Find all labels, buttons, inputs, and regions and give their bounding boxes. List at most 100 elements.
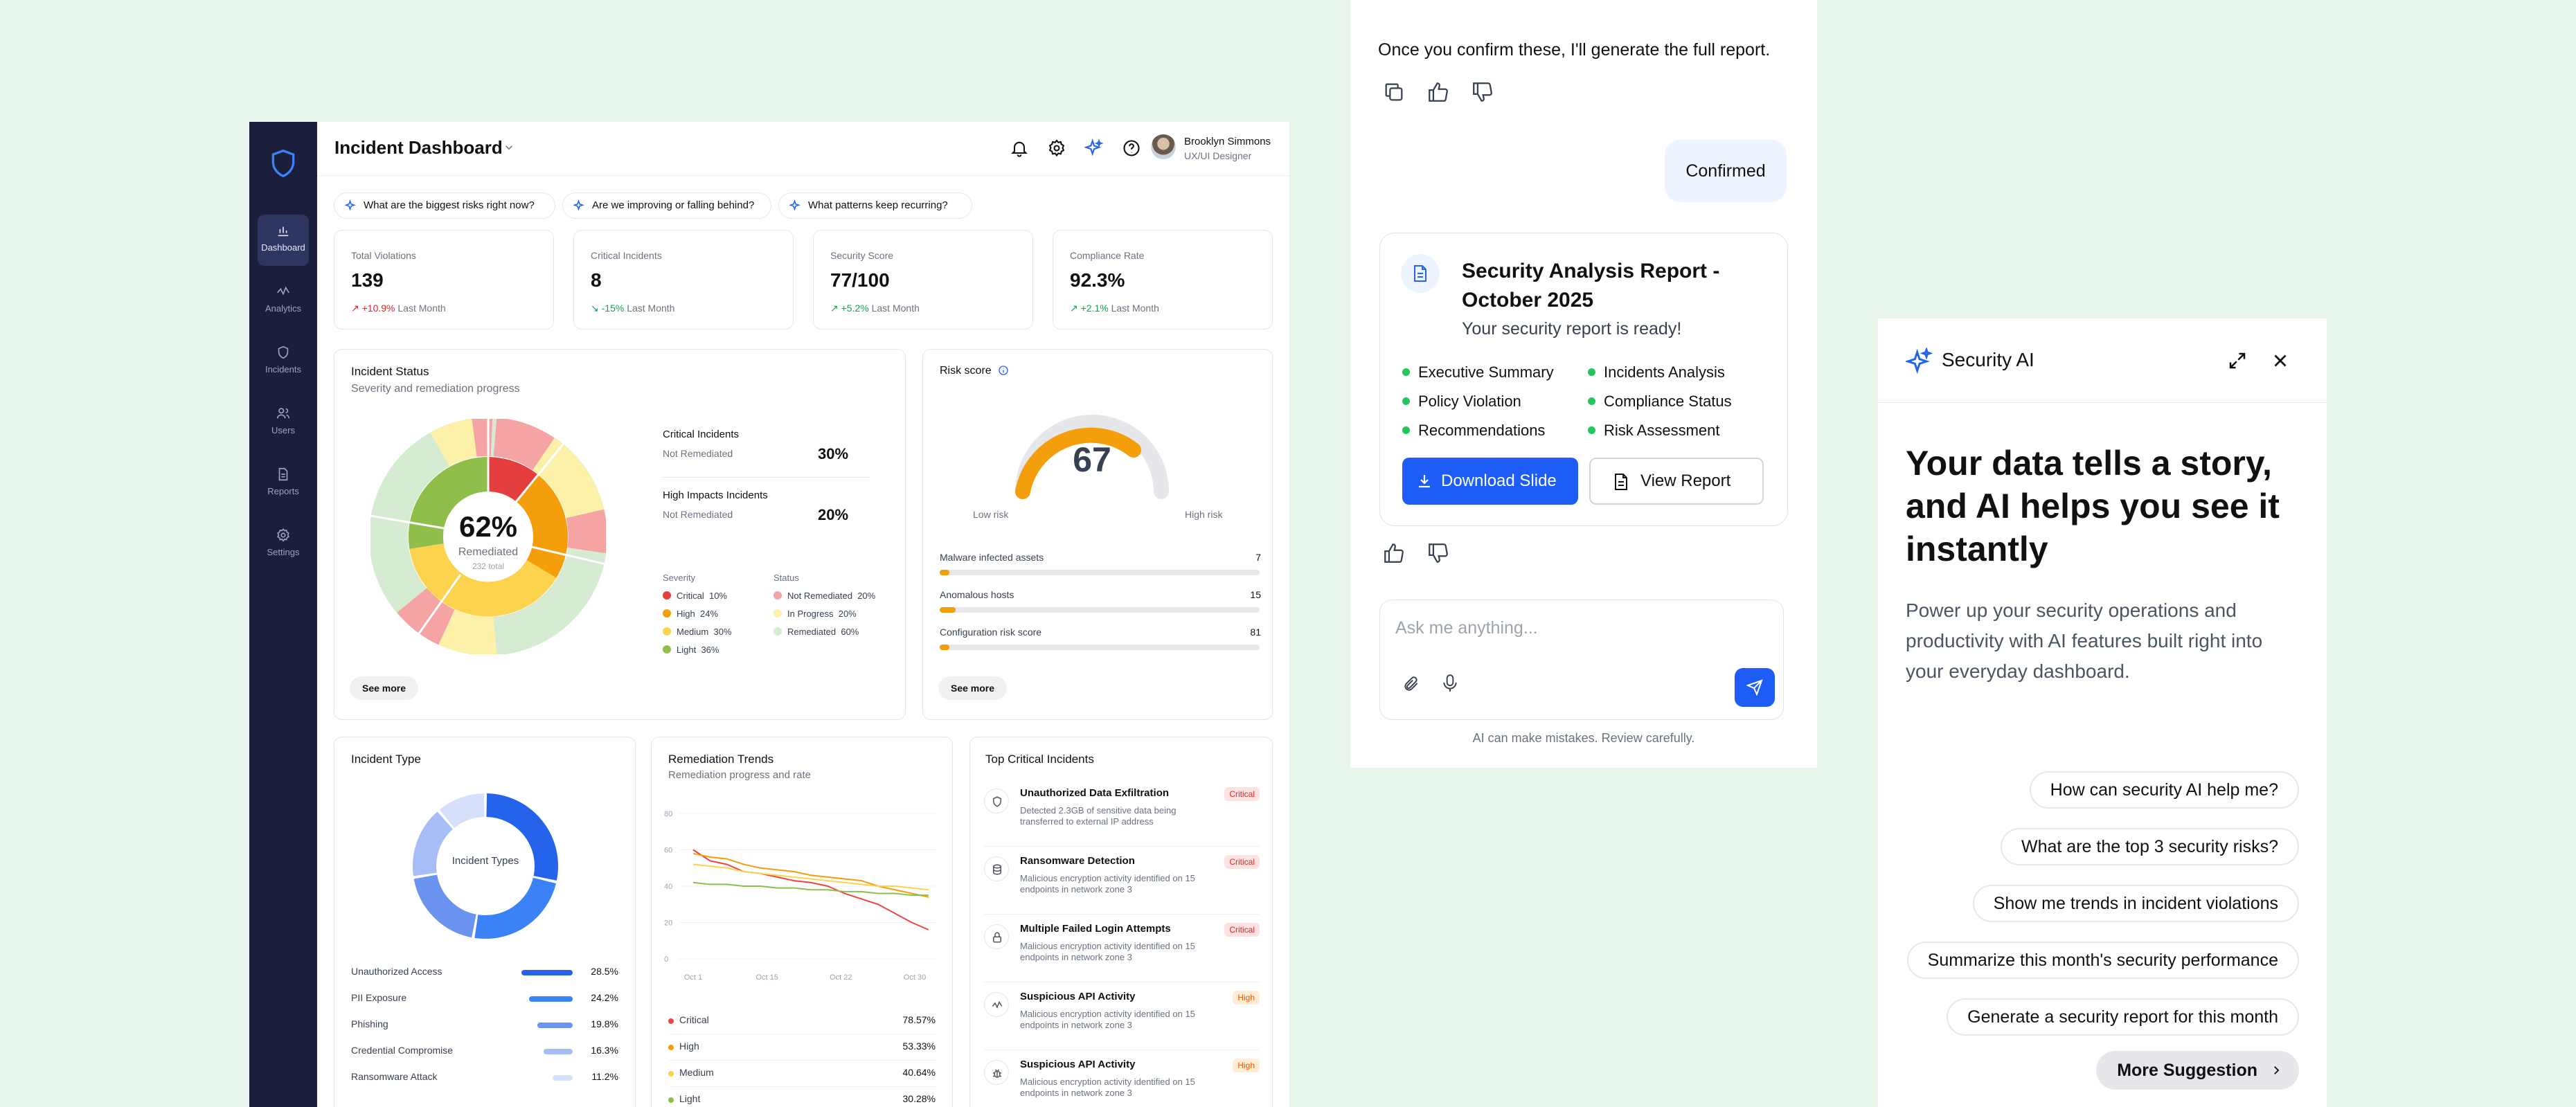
- gear-icon[interactable]: [1047, 138, 1066, 158]
- send-button[interactable]: [1735, 668, 1775, 707]
- sparkle-ai-icon[interactable]: [1084, 138, 1104, 158]
- chat-input[interactable]: Ask me anything...: [1379, 600, 1784, 720]
- thumbs-up-icon[interactable]: [1426, 80, 1450, 104]
- bar-chart-icon: [278, 226, 289, 237]
- stat-card-security-score: Security Score 77/100 ↗ +5.2% Last Month: [813, 230, 1033, 330]
- incident-row[interactable]: Multiple Failed Login Attempts Malicious…: [984, 915, 1260, 982]
- close-icon[interactable]: [2270, 350, 2291, 371]
- sidebar-item-label: Users: [271, 425, 295, 435]
- sidebar-item-label: Reports: [267, 486, 299, 496]
- y-tick-label: 0: [664, 955, 668, 964]
- incident-desc: Malicious encryption activity identified…: [1020, 1077, 1195, 1098]
- more-suggestion-button[interactable]: More Suggestion: [2096, 1051, 2299, 1090]
- donut-center-sub: 232 total: [472, 561, 505, 571]
- incident-row[interactable]: Unauthorized Data Exfiltration Detected …: [984, 779, 1260, 847]
- type-row-value: 16.3%: [591, 1045, 618, 1056]
- bug-icon: [993, 1069, 1001, 1078]
- x-tick-label: Oct 30: [904, 973, 926, 982]
- stat-label: Total Violations: [351, 250, 416, 261]
- avatar[interactable]: [1151, 134, 1176, 159]
- status-segment-in-progress: [430, 419, 478, 467]
- remediation-row-value: 78.57%: [902, 1014, 936, 1025]
- sidebar-item-incidents[interactable]: Incidents: [258, 336, 309, 388]
- status-segment-not-remediated: [492, 419, 555, 471]
- download-slide-button[interactable]: Download Slide: [1402, 458, 1578, 505]
- suggestion-chip[interactable]: How can security AI help me?: [2029, 771, 2299, 809]
- prompt-chip[interactable]: What patterns keep recurring?: [778, 192, 972, 219]
- remediation-row-value: 40.64%: [902, 1067, 936, 1078]
- users-icon: [276, 408, 290, 419]
- thumbs-up-icon[interactable]: [1382, 541, 1406, 565]
- see-more-button[interactable]: See more: [938, 676, 1008, 700]
- stat-delta: ↗ +2.1% Last Month: [1070, 303, 1159, 314]
- incident-row[interactable]: Suspicious API Activity Malicious encryp…: [984, 982, 1260, 1050]
- prompt-chip[interactable]: Are we improving or falling behind?: [562, 192, 771, 219]
- chat-panel: Once you confirm these, I'll generate th…: [1350, 0, 1817, 768]
- remediation-row-label: Medium: [668, 1067, 714, 1078]
- card-subtitle: Remediation progress and rate: [668, 769, 811, 781]
- sidebar-item-users[interactable]: Users: [258, 397, 309, 449]
- expand-icon[interactable]: [2227, 350, 2248, 371]
- suggestion-chip[interactable]: What are the top 3 security risks?: [2001, 828, 2299, 865]
- legend-title: Severity: [663, 573, 695, 583]
- stat-delta-value: +5.2%: [841, 303, 869, 314]
- stat-period: Last Month: [627, 303, 675, 314]
- page-title[interactable]: Incident Dashboard: [334, 137, 503, 158]
- x-tick-label: Oct 1: [684, 973, 702, 982]
- type-row-bar: [537, 1023, 573, 1028]
- incident-title: Multiple Failed Login Attempts: [1020, 923, 1171, 935]
- incident-row[interactable]: Ransomware Detection Malicious encryptio…: [984, 847, 1260, 915]
- callout-label: Not Remediated: [663, 509, 733, 520]
- risk-gauge-fill: [1015, 427, 1141, 499]
- suggestion-chip[interactable]: Summarize this month's security performa…: [1906, 942, 2299, 979]
- suggestion-chip[interactable]: Show me trends in incident violations: [1972, 885, 2299, 922]
- stat-period: Last Month: [1111, 303, 1159, 314]
- disclaimer: AI can make mistakes. Review carefully.: [1472, 731, 1695, 745]
- type-row-value: 19.8%: [591, 1018, 618, 1029]
- card-title: Risk score: [940, 365, 992, 377]
- sparkle-icon: [573, 199, 584, 211]
- severity-badge: Critical: [1224, 787, 1260, 801]
- attach-icon[interactable]: [1402, 675, 1420, 693]
- thumbs-down-icon[interactable]: [1426, 541, 1450, 565]
- suggestion-chip[interactable]: Generate a security report for this mont…: [1947, 998, 2299, 1036]
- stat-period: Last Month: [871, 303, 920, 314]
- hero-description: Power up your security operations and pr…: [1906, 600, 2263, 682]
- help-icon[interactable]: [1122, 138, 1141, 158]
- pie-slice: [439, 793, 485, 829]
- incident-icon-wrap: [984, 1060, 1009, 1085]
- severity-segment-high: [515, 474, 568, 578]
- incident-row[interactable]: Suspicious API Activity Malicious encryp…: [984, 1050, 1260, 1107]
- sidebar-item-analytics[interactable]: Analytics: [258, 276, 309, 327]
- report-bullet: Incidents Analysis: [1588, 363, 1725, 381]
- series-line-light: [692, 881, 929, 897]
- x-tick-label: Oct 15: [755, 973, 778, 982]
- risk-gauge: [1015, 415, 1169, 499]
- prompt-chip[interactable]: What are the biggest risks right now?: [334, 192, 555, 219]
- view-report-button[interactable]: View Report: [1589, 458, 1764, 505]
- document-icon: [278, 467, 288, 481]
- microphone-icon[interactable]: [1441, 674, 1459, 693]
- database-icon: [993, 864, 1001, 875]
- sidebar-item-settings[interactable]: Settings: [258, 519, 309, 570]
- divider: [668, 1086, 936, 1087]
- sidebar-item-label: Settings: [267, 547, 300, 557]
- report-title: Security Analysis Report - October 2025: [1462, 260, 1720, 312]
- chevron-down-icon[interactable]: [503, 141, 515, 154]
- bell-icon[interactable]: [1010, 138, 1029, 158]
- incident-title: Suspicious API Activity: [1020, 1059, 1136, 1070]
- y-tick-label: 60: [664, 847, 672, 855]
- sidebar-item-dashboard[interactable]: Dashboard: [258, 215, 309, 266]
- thumbs-down-icon[interactable]: [1471, 80, 1494, 104]
- stat-value: 139: [351, 269, 384, 291]
- donut-center-label: Incident Types: [451, 855, 519, 867]
- stat-period: Last Month: [397, 303, 446, 314]
- status-segment-not-remediated: [472, 419, 493, 457]
- sparkle-ai-icon: [1906, 348, 1933, 375]
- report-bullet: Risk Assessment: [1588, 422, 1720, 440]
- see-more-button[interactable]: See more: [350, 676, 419, 700]
- copy-icon[interactable]: [1382, 80, 1406, 104]
- type-row-value: 24.2%: [591, 992, 618, 1003]
- sidebar-item-reports[interactable]: Reports: [258, 458, 309, 510]
- info-icon[interactable]: [998, 365, 1009, 376]
